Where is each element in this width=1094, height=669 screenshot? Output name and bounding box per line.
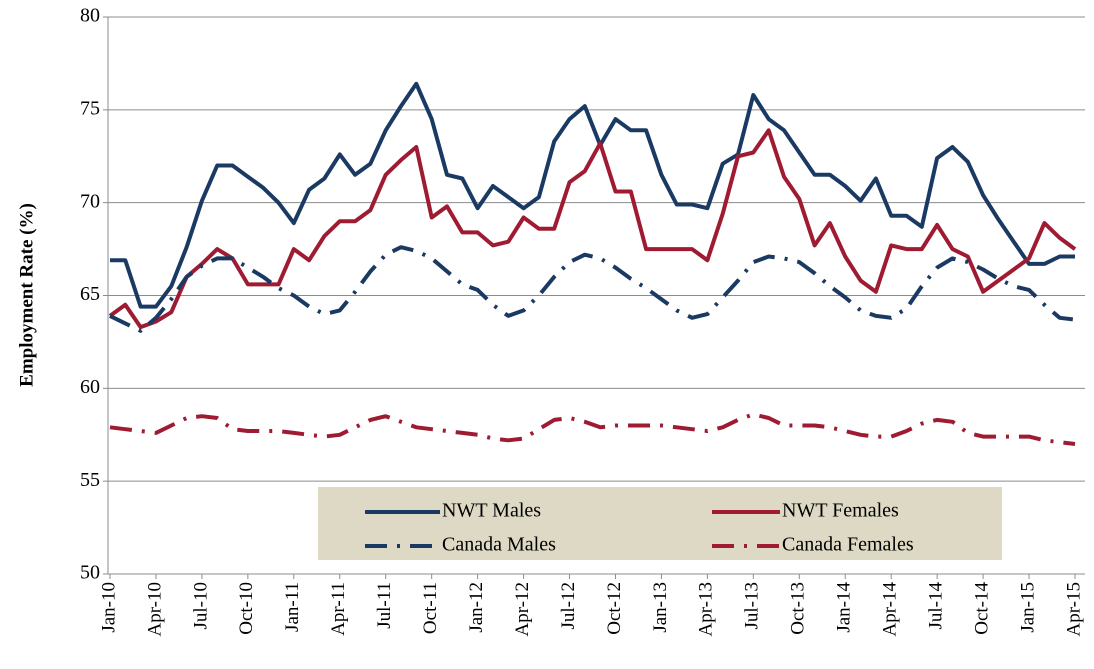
y-axis-title: Employment Rate (%) xyxy=(16,203,37,387)
y-tick-label: 60 xyxy=(80,376,100,398)
x-tick-label: Jan-13 xyxy=(650,582,671,633)
line-series xyxy=(108,128,1077,330)
x-tick-label: Jul-11 xyxy=(374,582,395,629)
x-tick-label: Jul-13 xyxy=(742,582,763,630)
x-tick-label: Jul-14 xyxy=(926,582,947,630)
x-tick-label: Apr-15 xyxy=(1063,582,1084,637)
x-tick-label: Apr-12 xyxy=(512,582,533,637)
legend-label: NWT Males xyxy=(442,500,541,522)
x-tick-label: Jan-15 xyxy=(1017,582,1038,633)
legend-label: Canada Males xyxy=(442,534,556,556)
x-tick-label: Apr-10 xyxy=(144,582,165,637)
legend-label: NWT Females xyxy=(782,500,899,522)
x-tick-label: Oct-11 xyxy=(420,582,441,634)
line-series xyxy=(109,412,1076,446)
line-series xyxy=(110,81,1075,309)
x-tick-label: Apr-14 xyxy=(880,582,901,637)
line-series xyxy=(109,245,1076,333)
x-tick-label: Jan-10 xyxy=(98,582,119,633)
x-tick-label: Apr-11 xyxy=(328,582,349,636)
x-tick-label: Jan-11 xyxy=(282,582,303,632)
y-tick-label: 80 xyxy=(80,5,100,27)
y-tick-label: 50 xyxy=(80,562,100,584)
x-tick-label: Oct-14 xyxy=(971,582,992,635)
x-tick-label: Jul-12 xyxy=(558,582,579,630)
y-tick-label: 55 xyxy=(80,469,100,491)
y-tick-label: 75 xyxy=(80,97,100,119)
x-tick-label: Oct-10 xyxy=(236,582,257,635)
x-tick-label: Jul-10 xyxy=(190,582,211,630)
x-tick-label: Apr-13 xyxy=(696,582,717,637)
y-tick-label: 65 xyxy=(80,283,100,305)
x-tick-label: Jan-12 xyxy=(466,582,487,633)
x-tick-label: Jan-14 xyxy=(834,582,855,633)
legend-label: Canada Females xyxy=(782,534,914,556)
y-tick-label: 70 xyxy=(80,190,100,212)
x-tick-label: Oct-13 xyxy=(788,582,809,635)
x-tick-label: Oct-12 xyxy=(604,582,625,635)
